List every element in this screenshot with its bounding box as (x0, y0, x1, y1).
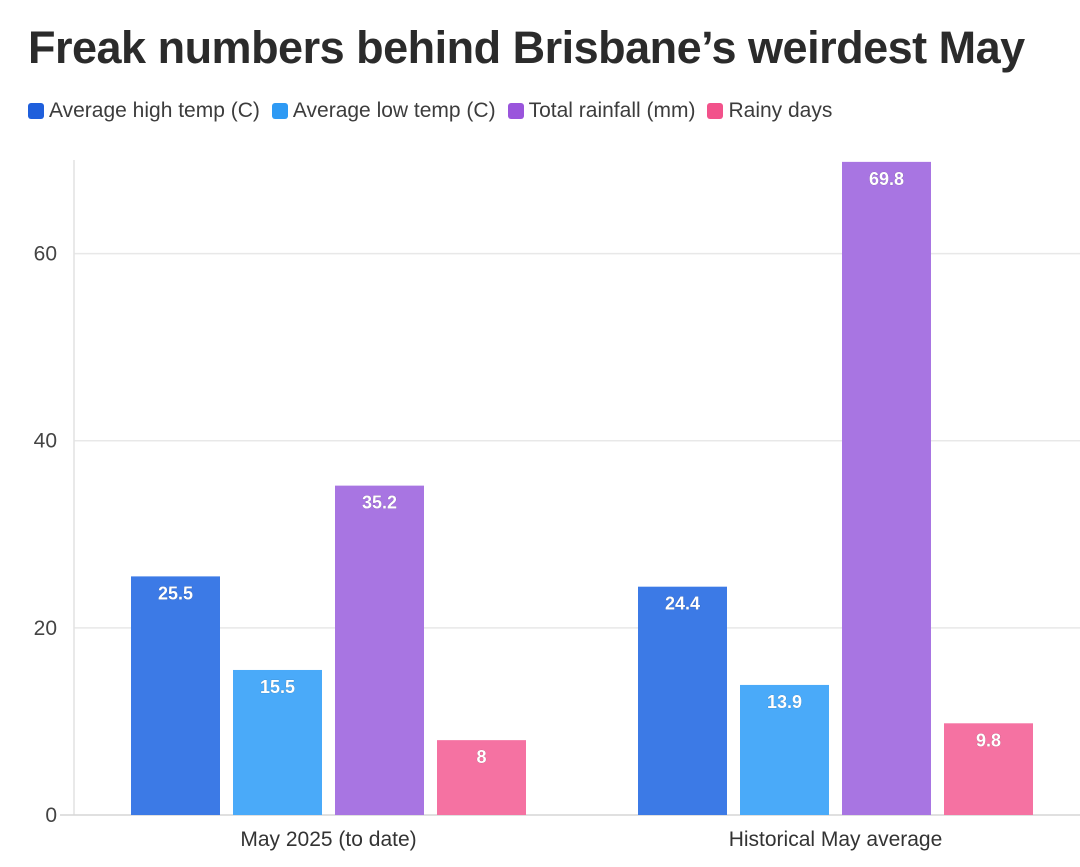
bar-0-3 (437, 740, 526, 815)
y-tick-label-40: 40 (34, 430, 57, 453)
bar-1-2 (842, 161, 931, 815)
data-label-1-2: 69.8 (869, 169, 904, 189)
data-label-0-1: 15.5 (260, 677, 295, 697)
legend: Average high temp (C) Average low temp (… (28, 99, 832, 123)
legend-label-rainy-days: Rainy days (728, 99, 833, 122)
y-tick-label-0: 0 (45, 804, 57, 827)
bar-1-3 (944, 723, 1033, 815)
legend-swatch-low-temp (271, 103, 288, 119)
chart-title: Freak numbers behind Brisbane’s weirdest… (28, 22, 1025, 73)
y-tick-label-60: 60 (34, 243, 57, 266)
legend-item-high-temp[interactable]: Average high temp (C) (28, 99, 260, 123)
legend-label-low-temp: Average low temp (C) (292, 99, 496, 122)
legend-item-rainfall[interactable]: Total rainfall (mm) (507, 99, 696, 123)
data-label-0-0: 25.5 (158, 583, 193, 603)
data-label-1-1: 13.9 (767, 692, 802, 712)
data-label-0-3: 8 (476, 747, 486, 767)
data-label-1-3: 9.8 (976, 730, 1001, 750)
x-category-label-0: May 2025 (to date) (240, 828, 416, 851)
bar-0-1 (233, 669, 322, 815)
data-label-1-0: 24.4 (665, 594, 700, 614)
legend-label-rainfall: Total rainfall (mm) (528, 99, 696, 122)
legend-label-high-temp: Average high temp (C) (49, 99, 260, 122)
bar-0-0 (131, 576, 220, 815)
legend-swatch-high-temp (28, 103, 44, 119)
y-tick-label-20: 20 (34, 617, 57, 640)
bar-1-0 (638, 586, 727, 815)
legend-item-low-temp[interactable]: Average low temp (C) (271, 99, 496, 123)
bar-1-1 (740, 684, 829, 815)
data-label-0-2: 35.2 (362, 493, 397, 513)
legend-swatch-rainy-days (707, 103, 724, 119)
legend-item-rainy-days[interactable]: Rainy days (707, 99, 832, 123)
bar-0-2 (335, 485, 424, 815)
x-category-label-1: Historical May average (729, 828, 943, 851)
legend-swatch-rainfall (507, 103, 524, 119)
